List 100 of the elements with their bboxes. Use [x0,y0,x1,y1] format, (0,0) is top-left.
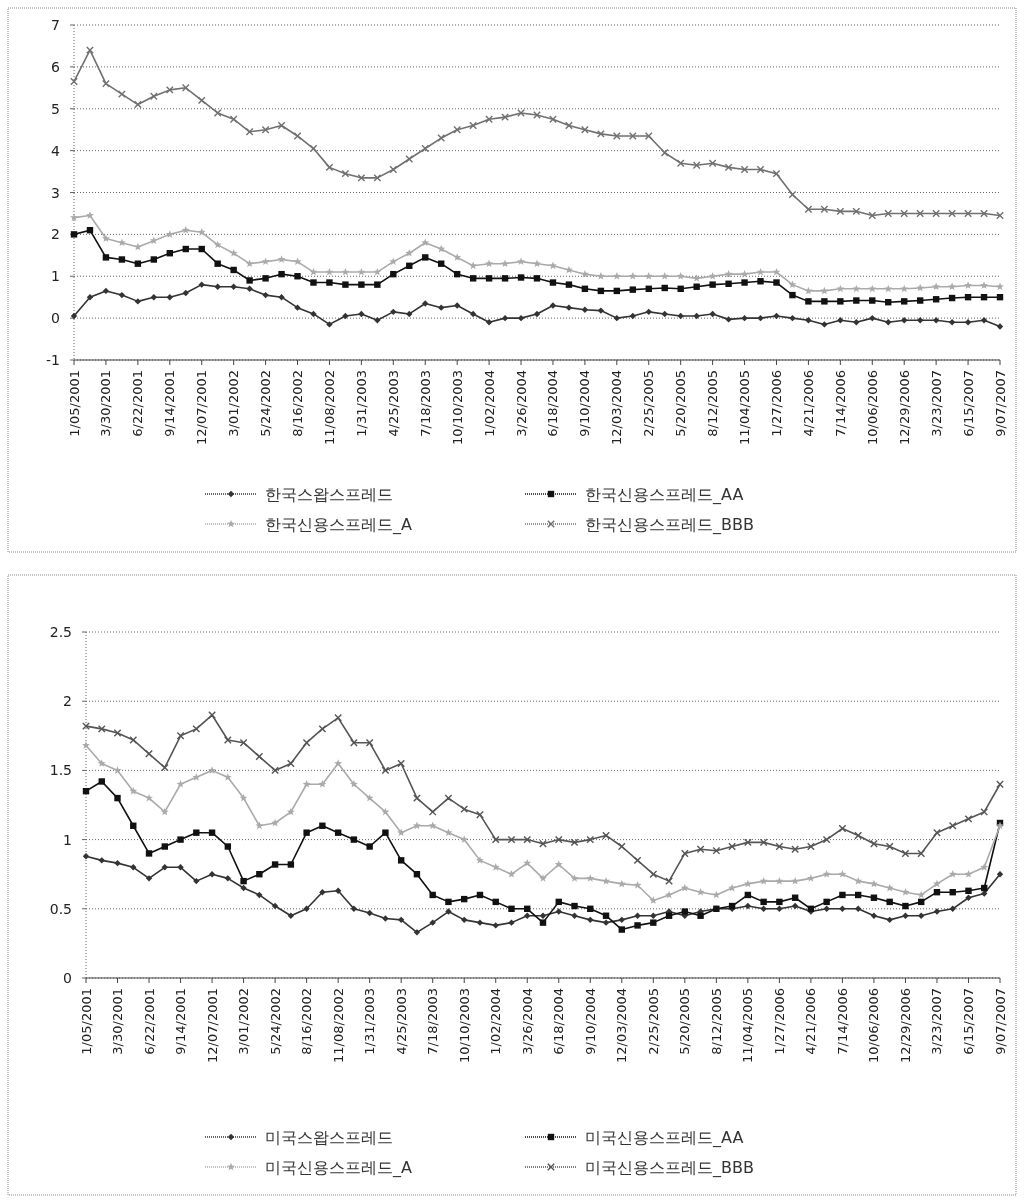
point [805,317,812,324]
x-tick-label: 5/20/2005 [677,988,693,1055]
point [70,77,78,86]
point [868,211,877,220]
point [708,159,717,168]
point [230,283,237,290]
point [310,279,317,286]
point [587,916,594,924]
legend-label: 미국신용스프레드_A [265,1158,412,1178]
point [838,824,847,833]
point [760,898,767,906]
point [948,209,956,218]
point [665,877,673,886]
point [586,835,595,844]
point [150,293,158,301]
point [564,265,573,274]
point [389,165,398,174]
point [193,829,200,836]
point [789,314,796,322]
x-tick-label: 6/15/2007 [960,370,976,437]
point [791,845,800,854]
point [788,280,797,288]
point [255,752,264,761]
point [485,319,493,326]
point [885,883,894,892]
point [692,161,701,170]
point [665,890,674,899]
point [350,905,358,912]
point [255,821,264,830]
point [453,125,462,134]
point [805,298,812,305]
point [852,284,861,293]
x-tick-label: 9/07/2007 [992,988,1008,1055]
point [318,780,327,788]
point [661,310,668,318]
point [319,888,326,896]
point [413,794,421,802]
point [869,314,876,322]
x-tick-label: 12/29/2006 [897,988,913,1063]
point [508,905,515,912]
point [341,267,350,276]
point [230,266,237,274]
x-tick-label: 7/14/2006 [834,988,850,1055]
point [176,780,185,788]
point [271,818,280,827]
point [697,912,704,919]
point [549,261,557,270]
point [565,121,573,130]
point [628,132,637,140]
point [571,902,578,910]
point [82,741,90,749]
point [602,831,610,840]
point [261,125,270,134]
point [309,144,318,153]
x-tick-label: 10/10/2003 [456,988,472,1063]
y-tick-label: 1 [51,268,60,285]
point [134,260,142,267]
point [208,711,216,719]
x-tick-label: 9/14/2001 [173,988,189,1055]
x-tick-label: 1/31/2003 [362,988,378,1055]
point [381,766,390,775]
point [485,115,493,124]
point [570,838,579,847]
point [390,308,397,316]
y-tick-label: 4 [51,142,61,159]
x-tick-label: 1/05/2001 [66,370,82,437]
point [256,891,263,899]
point [708,272,717,280]
legend-label: 한국스왑스프레드 [265,485,393,504]
point [491,863,500,871]
point [350,836,358,843]
point [533,111,541,119]
point [166,293,173,301]
point [134,298,142,305]
point [70,312,78,320]
point [485,259,494,268]
point [501,259,510,268]
point [357,173,366,182]
point [239,738,248,747]
point [445,908,452,915]
x-tick-label: 3/30/2001 [98,370,114,437]
point [821,298,828,305]
point [617,842,626,851]
point [277,121,286,130]
point [224,875,232,882]
point [533,310,541,318]
point [823,905,830,912]
point [612,132,621,140]
point [836,284,845,293]
point [932,317,940,324]
point [445,898,452,906]
x-tick-label: 4/25/2003 [385,370,401,437]
point [261,257,270,265]
point [101,234,110,242]
point [517,274,525,281]
point [644,132,653,140]
point [886,898,893,906]
x-tick-label: 5/20/2005 [673,370,689,437]
point [429,919,436,926]
point [933,828,941,837]
